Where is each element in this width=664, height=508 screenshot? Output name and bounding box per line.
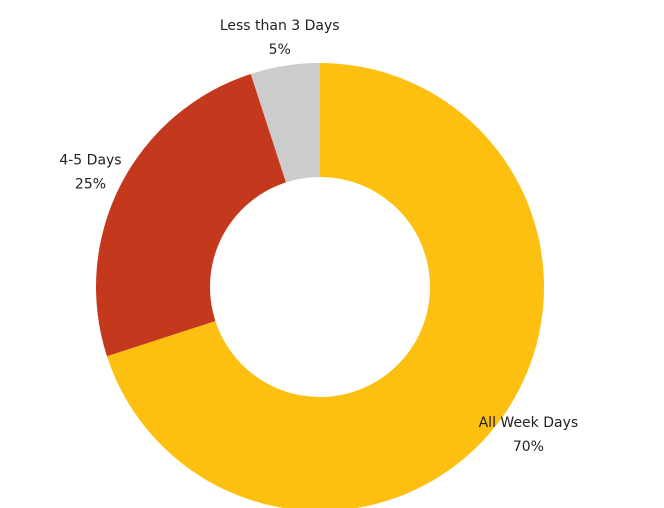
slice-value-label: 5%	[269, 42, 291, 58]
slice-value-label: 25%	[75, 177, 106, 193]
slice-category-label: 4-5 Days	[59, 153, 121, 169]
slice-category-label: All Week Days	[479, 415, 579, 431]
slice-value-label: 70%	[513, 439, 544, 455]
donut-slice	[106, 63, 544, 508]
slice-category-label: Less than 3 Days	[220, 18, 340, 34]
donut-slice	[250, 63, 320, 183]
donut-slice	[95, 73, 287, 357]
